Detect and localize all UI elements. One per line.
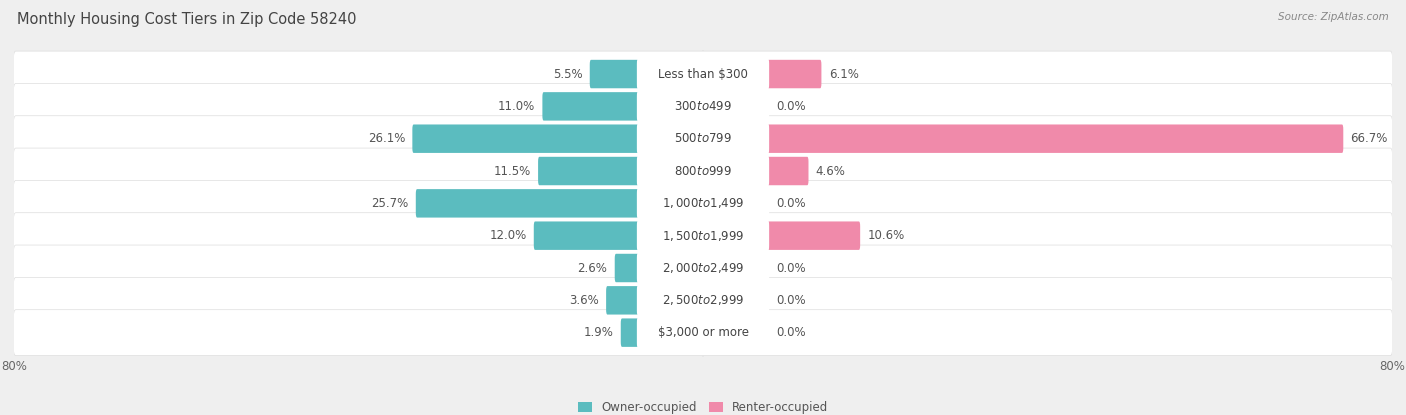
FancyBboxPatch shape [637, 220, 769, 251]
Text: Source: ZipAtlas.com: Source: ZipAtlas.com [1278, 12, 1389, 22]
Text: $1,500 to $1,999: $1,500 to $1,999 [662, 229, 744, 243]
Text: 10.6%: 10.6% [868, 229, 904, 242]
FancyBboxPatch shape [538, 157, 640, 185]
Text: $3,000 or more: $3,000 or more [658, 326, 748, 339]
FancyBboxPatch shape [621, 318, 640, 347]
FancyBboxPatch shape [13, 277, 1393, 323]
FancyBboxPatch shape [637, 187, 769, 220]
Text: $300 to $499: $300 to $499 [673, 100, 733, 113]
Text: 11.5%: 11.5% [494, 164, 531, 178]
Text: 1.9%: 1.9% [583, 326, 613, 339]
FancyBboxPatch shape [13, 83, 1393, 129]
Text: $2,000 to $2,499: $2,000 to $2,499 [662, 261, 744, 275]
Text: $800 to $999: $800 to $999 [673, 164, 733, 178]
Text: 11.0%: 11.0% [498, 100, 536, 113]
Text: 0.0%: 0.0% [776, 100, 806, 113]
Text: Less than $300: Less than $300 [658, 68, 748, 81]
FancyBboxPatch shape [606, 286, 640, 315]
Text: 25.7%: 25.7% [371, 197, 409, 210]
Text: 2.6%: 2.6% [578, 261, 607, 274]
FancyBboxPatch shape [13, 310, 1393, 356]
Text: 4.6%: 4.6% [815, 164, 845, 178]
FancyBboxPatch shape [614, 254, 640, 282]
FancyBboxPatch shape [637, 58, 769, 90]
FancyBboxPatch shape [766, 60, 821, 88]
Legend: Owner-occupied, Renter-occupied: Owner-occupied, Renter-occupied [572, 396, 834, 415]
Text: 3.6%: 3.6% [569, 294, 599, 307]
FancyBboxPatch shape [13, 245, 1393, 291]
Text: 5.5%: 5.5% [553, 68, 582, 81]
FancyBboxPatch shape [637, 155, 769, 187]
FancyBboxPatch shape [589, 60, 640, 88]
Text: 66.7%: 66.7% [1351, 132, 1388, 145]
Text: 12.0%: 12.0% [489, 229, 526, 242]
Text: 0.0%: 0.0% [776, 261, 806, 274]
FancyBboxPatch shape [13, 213, 1393, 259]
Text: $1,000 to $1,499: $1,000 to $1,499 [662, 196, 744, 210]
FancyBboxPatch shape [412, 124, 640, 153]
Text: 26.1%: 26.1% [367, 132, 405, 145]
FancyBboxPatch shape [416, 189, 640, 217]
FancyBboxPatch shape [637, 284, 769, 316]
FancyBboxPatch shape [13, 51, 1393, 97]
Text: Monthly Housing Cost Tiers in Zip Code 58240: Monthly Housing Cost Tiers in Zip Code 5… [17, 12, 356, 27]
FancyBboxPatch shape [637, 90, 769, 122]
FancyBboxPatch shape [13, 116, 1393, 162]
FancyBboxPatch shape [637, 123, 769, 155]
FancyBboxPatch shape [766, 124, 1343, 153]
FancyBboxPatch shape [766, 222, 860, 250]
FancyBboxPatch shape [534, 222, 640, 250]
FancyBboxPatch shape [13, 148, 1393, 194]
Text: 6.1%: 6.1% [828, 68, 859, 81]
FancyBboxPatch shape [766, 157, 808, 185]
Text: 0.0%: 0.0% [776, 294, 806, 307]
FancyBboxPatch shape [637, 252, 769, 284]
FancyBboxPatch shape [637, 317, 769, 349]
Text: 0.0%: 0.0% [776, 326, 806, 339]
FancyBboxPatch shape [13, 181, 1393, 226]
Text: $2,500 to $2,999: $2,500 to $2,999 [662, 293, 744, 308]
Text: 0.0%: 0.0% [776, 197, 806, 210]
FancyBboxPatch shape [543, 92, 640, 121]
Text: $500 to $799: $500 to $799 [673, 132, 733, 145]
